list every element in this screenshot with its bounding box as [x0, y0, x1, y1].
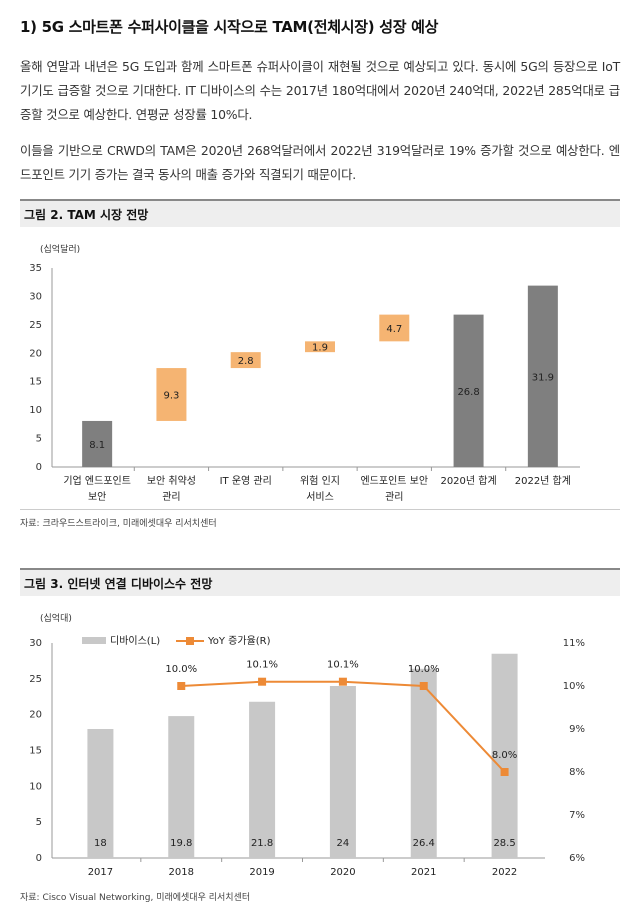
x-tick-label: 보안 — [88, 491, 106, 503]
y-tick-label: 20 — [29, 348, 42, 359]
bar-2 — [230, 352, 261, 369]
yoy-point — [419, 682, 428, 690]
x-tick-label: 관리 — [162, 491, 180, 503]
x-tick-label: 엔드포인트 보안 — [360, 475, 428, 487]
y-left-tick-label: 20 — [29, 710, 42, 721]
x-tick-label: 2022년 합계 — [515, 475, 571, 487]
figure-2-divider — [20, 509, 620, 510]
legend-line-marker — [186, 637, 194, 645]
bar-2018 — [168, 716, 195, 858]
yoy-point — [258, 677, 267, 686]
paragraph-1: 올해 연말과 내년은 5G 도입과 함께 스마트폰 슈퍼사이클이 재현될 것으로… — [20, 59, 620, 122]
figure-3-header: 그림 3. 인터넷 연결 디바이스수 전망 — [20, 568, 620, 596]
yoy-data-label: 10.0% — [408, 664, 440, 675]
y-right-tick-label: 10% — [563, 681, 585, 692]
data-label: 4.7 — [386, 324, 402, 335]
x-tick-label: IT 운영 관리 — [220, 475, 272, 487]
x-tick-label: 서비스 — [306, 491, 334, 503]
y-tick-label: 15 — [29, 377, 42, 388]
x-tick-label: 2021 — [411, 867, 436, 878]
data-label: 1.9 — [312, 343, 328, 354]
x-tick-label: 2019 — [249, 867, 274, 878]
bar-0 — [82, 420, 113, 467]
data-label: 8.1 — [89, 440, 105, 451]
yoy-data-label: 10.1% — [246, 660, 278, 671]
yoy-point — [177, 682, 186, 690]
bar-2021 — [410, 668, 437, 858]
bar-data-label: 21.8 — [251, 838, 273, 849]
device-count-chart: (십억대) 0 5 10 15 20 25 30 6% 7% 8% 9% 10% 11% 디바이스(L) Yo… — [29, 612, 585, 878]
y-right-tick-label: 7% — [569, 810, 585, 821]
section-title: 1) 5G 스마트폰 수퍼사이클을 시작으로 TAM(전체시장) 성장 예상 — [20, 18, 439, 36]
bar-data-label: 19.8 — [170, 838, 192, 849]
data-label: 31.9 — [532, 372, 554, 383]
y-axis-unit-label: (십억대) — [40, 612, 72, 624]
legend-bar-label: 디바이스(L) — [110, 635, 160, 647]
x-tick-label: 2020년 합계 — [440, 475, 496, 487]
y-left-tick-label: 30 — [29, 638, 42, 649]
figure-3-source: 자료: Cisco Visual Networking, 미래에셋대우 리서치센… — [20, 893, 251, 903]
bar-data-label: 26.4 — [413, 838, 435, 849]
figure-3-title: 그림 3. 인터넷 연결 디바이스수 전망 — [24, 577, 213, 591]
x-tick-label: 위험 인지 — [300, 474, 340, 487]
x-tick-label: 관리 — [385, 491, 403, 503]
bar-3 — [305, 341, 335, 353]
x-tick-label: 2017 — [88, 867, 113, 878]
bar-6 — [527, 285, 558, 467]
bar-4 — [379, 314, 410, 342]
data-label: 9.3 — [163, 391, 179, 402]
y-left-tick-label: 25 — [29, 674, 42, 685]
paragraph-2: 이들을 기반으로 CRWD의 TAM은 2020년 268억달러에서 2022년… — [20, 143, 620, 182]
legend-line-label: YoY 증가율(R) — [207, 635, 271, 647]
yoy-data-label: 8.0% — [492, 750, 517, 761]
x-tick-label: 2020 — [330, 867, 355, 878]
x-tick-label: 보안 취약성 — [147, 475, 196, 487]
y-tick-label: 0 — [36, 462, 42, 473]
bar-2022 — [491, 653, 518, 858]
data-label: 26.8 — [457, 387, 479, 398]
figure-2-title: 그림 2. TAM 시장 전망 — [24, 208, 149, 222]
bar-2017 — [87, 729, 114, 858]
bar-5 — [453, 314, 484, 467]
bar-2019 — [249, 701, 276, 858]
bar-1 — [156, 368, 187, 421]
bar-data-label: 18 — [94, 838, 107, 849]
figure-2-source: 자료: 크라우드스트라이크, 미래에셋대우 리서치센터 — [20, 519, 217, 529]
legend-bar-swatch — [82, 637, 106, 644]
y-right-tick-label: 11% — [563, 638, 585, 649]
bar-data-label: 24 — [337, 838, 350, 849]
y-tick-label: 30 — [29, 291, 42, 302]
y-right-tick-label: 6% — [569, 853, 585, 864]
x-tick-label: 기업 엔드포인트 — [63, 474, 131, 487]
x-tick-label: 2022 — [492, 867, 517, 878]
y-right-tick-label: 8% — [569, 767, 585, 778]
data-label: 2.8 — [238, 356, 254, 367]
y-left-tick-label: 10 — [29, 781, 42, 792]
y-tick-label: 35 — [29, 263, 42, 274]
y-tick-label: 25 — [29, 320, 42, 331]
bar-2020 — [329, 686, 356, 858]
y-left-tick-label: 0 — [36, 853, 42, 864]
y-tick-label: 5 — [36, 434, 42, 445]
x-tick-label: 2018 — [169, 867, 194, 878]
bar-data-label: 28.5 — [493, 838, 515, 849]
yoy-data-label: 10.1% — [327, 660, 359, 671]
yoy-data-label: 10.0% — [165, 664, 197, 675]
y-tick-label: 10 — [29, 405, 42, 416]
y-left-tick-label: 15 — [29, 746, 42, 757]
y-left-tick-label: 5 — [36, 817, 42, 828]
figure-2-header: 그림 2. TAM 시장 전망 — [20, 199, 620, 227]
y-axis-unit-label: (십억달러) — [40, 243, 80, 255]
yoy-point — [500, 768, 509, 776]
yoy-point — [338, 677, 347, 686]
y-right-tick-label: 9% — [569, 724, 585, 735]
